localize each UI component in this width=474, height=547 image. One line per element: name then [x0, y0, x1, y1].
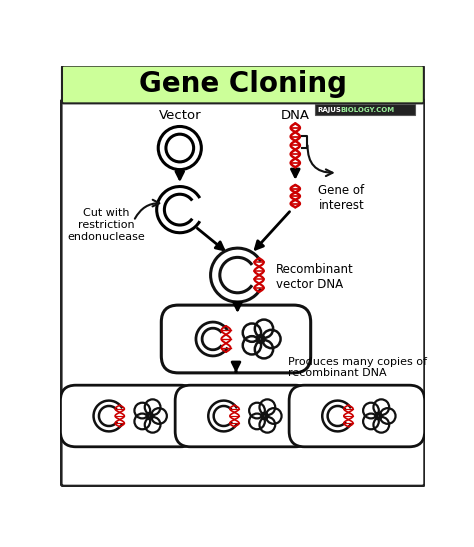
Text: BIOLOGY.COM: BIOLOGY.COM: [340, 107, 394, 113]
Text: Gene of
interest: Gene of interest: [319, 184, 365, 212]
FancyBboxPatch shape: [289, 385, 425, 447]
Text: Cut with
restriction
endonuclease: Cut with restriction endonuclease: [68, 208, 146, 242]
Text: Vector: Vector: [158, 109, 201, 122]
FancyBboxPatch shape: [175, 385, 310, 447]
FancyBboxPatch shape: [161, 305, 310, 373]
Text: Produces many copies of
recombinant DNA: Produces many copies of recombinant DNA: [288, 357, 427, 379]
Text: Recombinant
vector DNA: Recombinant vector DNA: [276, 264, 354, 292]
Text: DNA: DNA: [281, 109, 310, 122]
Text: Gene Cloning: Gene Cloning: [139, 69, 347, 98]
FancyBboxPatch shape: [61, 100, 425, 486]
Text: RAJUS: RAJUS: [318, 107, 341, 113]
FancyBboxPatch shape: [62, 66, 424, 103]
FancyBboxPatch shape: [315, 104, 415, 115]
FancyBboxPatch shape: [61, 385, 196, 447]
